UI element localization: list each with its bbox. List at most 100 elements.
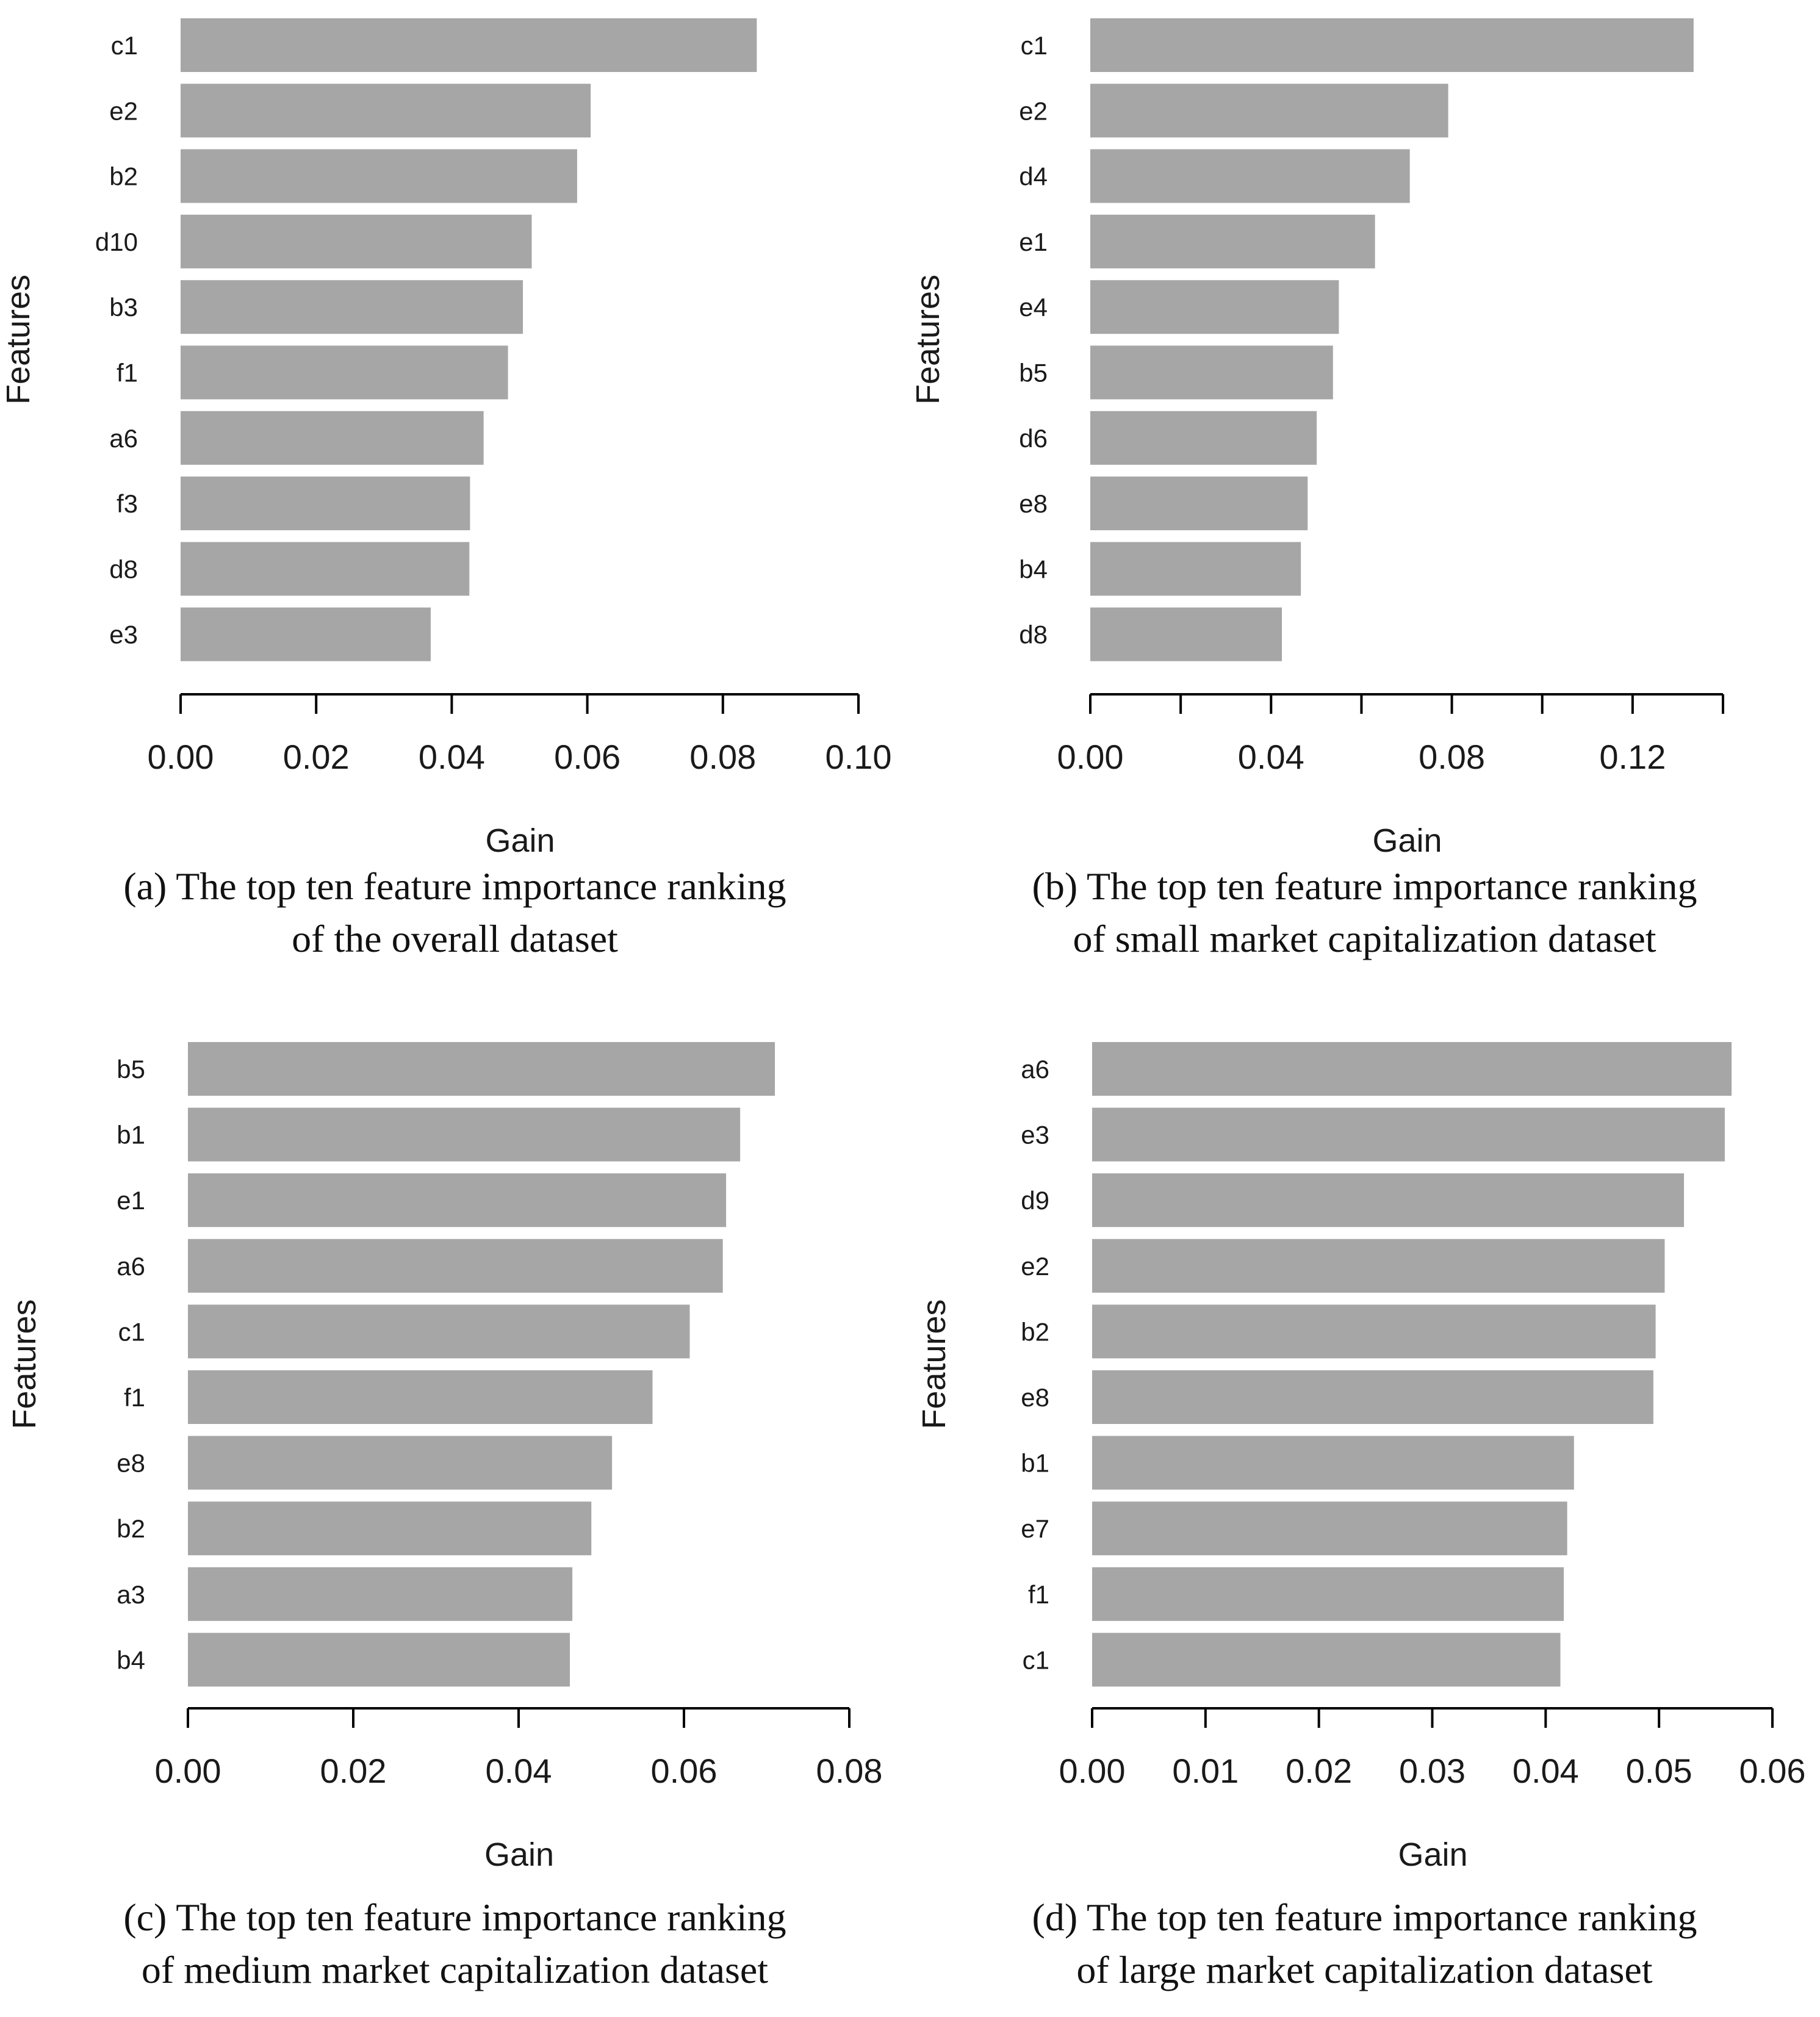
bar-a6	[181, 411, 484, 465]
bar-b5	[188, 1042, 775, 1096]
bar-a3	[188, 1567, 573, 1621]
x-tick-label: 0.08	[689, 738, 756, 776]
x-tick-label: 0.03	[1399, 1752, 1466, 1790]
bar-chart-d: a6 e3 d9 e2 b2 e8 b1 e7 f1 c1 0.00 0.01 0.02 0.03 0.04…	[916, 1042, 1806, 1873]
category-label: a6	[117, 1252, 145, 1281]
caption-d-line1: (d) The top ten feature importance ranki…	[1032, 1896, 1697, 1939]
x-tick-label: 0.04	[1512, 1752, 1579, 1790]
bar-d4	[1090, 149, 1410, 203]
bar-b4	[1090, 542, 1301, 596]
category-label: b5	[1019, 359, 1048, 387]
x-tick-label: 0.12	[1599, 738, 1666, 776]
category-label: e8	[117, 1449, 145, 1478]
category-label: e3	[1021, 1121, 1049, 1149]
bar-e8	[1090, 476, 1308, 531]
bar-f1	[1092, 1567, 1564, 1621]
bar-e8	[1092, 1370, 1653, 1424]
bar-f1	[188, 1370, 653, 1424]
bar-b2	[1092, 1304, 1656, 1359]
category-label: b5	[117, 1055, 145, 1084]
x-tick-label: 0.04	[419, 738, 485, 776]
bar-e8	[188, 1436, 613, 1490]
x-tick-label: 0.08	[1419, 738, 1485, 776]
category-label: e8	[1021, 1383, 1049, 1412]
x-tick-label: 0.06	[651, 1752, 718, 1790]
caption-b: (b) The top ten feature importance ranki…	[910, 860, 1819, 965]
category-label: f1	[124, 1383, 145, 1412]
x-tick-label: 0.02	[1286, 1752, 1352, 1790]
bar-b4	[188, 1633, 570, 1687]
bar-chart-a: c1 e2 b2 d10 b3 f1 a6 f3 d8 e3 0.00 0.02 0.04 0.06 0.0…	[0, 18, 892, 854]
category-label: e2	[1019, 96, 1048, 125]
category-label: d4	[1019, 162, 1048, 191]
chart-panel-c: b5 b1 e1 a6 c1 f1 e8 b2 a3 b4 0.00 0.02 0.04 0.06 0.08…	[0, 1025, 910, 1991]
category-label: e2	[1021, 1252, 1049, 1281]
bar-b3	[181, 280, 523, 334]
category-label: f3	[117, 489, 138, 518]
x-axis-title: Gain	[484, 1836, 554, 1873]
category-label: b3	[109, 293, 138, 322]
chart-panel-a: c1 e2 b2 d10 b3 f1 a6 f3 d8 e3 0.00 0.02 0.04 0.06 0.0…	[0, 0, 910, 960]
category-label: e8	[1019, 489, 1048, 518]
category-label: f1	[117, 359, 138, 387]
category-label: a6	[1021, 1055, 1049, 1084]
bar-b1	[188, 1107, 741, 1162]
bar-d6	[1090, 411, 1317, 465]
x-tick-label: 0.04	[486, 1752, 552, 1790]
category-label: c1	[111, 31, 138, 60]
category-label: b2	[117, 1514, 145, 1543]
bar-e3	[1092, 1107, 1725, 1162]
chart-panel-b: c1 e2 d4 e1 e4 b5 d6 e8 b4 d8 0.00 0.04 0.08 0.12 Gain…	[910, 0, 1819, 960]
y-axis-title: Features	[916, 1299, 952, 1429]
bar-b5	[1090, 345, 1333, 400]
caption-c-line2: of medium market capitalization dataset	[141, 1948, 769, 1991]
bar-e3	[181, 607, 431, 661]
category-label: c1	[1023, 1645, 1049, 1674]
category-label: c1	[118, 1317, 145, 1346]
bar-e2	[1092, 1239, 1665, 1293]
bar-e4	[1090, 280, 1339, 334]
caption-c-line1: (c) The top ten feature importance ranki…	[123, 1896, 786, 1939]
bar-f1	[181, 345, 508, 400]
category-label: b1	[1021, 1449, 1049, 1478]
bar-e2	[181, 84, 591, 138]
bar-f3	[181, 476, 470, 531]
caption-c: (c) The top ten feature importance ranki…	[0, 1891, 910, 1996]
bar-c1	[1092, 1633, 1561, 1687]
category-label: e3	[109, 620, 138, 649]
caption-a-line2: of the overall dataset	[292, 917, 618, 960]
caption-b-line2: of small market capitalization dataset	[1073, 917, 1656, 960]
x-tick-label: 0.06	[1739, 1752, 1806, 1790]
x-tick-label: 0.00	[1059, 1752, 1126, 1790]
category-label: d8	[109, 555, 138, 583]
category-label: e1	[1019, 228, 1048, 256]
bar-a6	[188, 1239, 723, 1293]
x-tick-label: 0.01	[1172, 1752, 1239, 1790]
caption-a-line1: (a) The top ten feature importance ranki…	[123, 865, 786, 908]
category-label: b2	[109, 162, 138, 191]
bar-d9	[1092, 1173, 1685, 1228]
caption-d-line2: of large market capitalization dataset	[1076, 1948, 1653, 1991]
x-tick-label: 0.06	[554, 738, 620, 776]
x-axis-title: Gain	[1398, 1836, 1467, 1873]
x-tick-label: 0.05	[1626, 1752, 1692, 1790]
bar-c1	[1090, 18, 1694, 72]
bar-c1	[181, 18, 757, 72]
y-axis-title: Features	[910, 275, 946, 404]
category-label: b1	[117, 1121, 145, 1149]
bar-chart-c: b5 b1 e1 a6 c1 f1 e8 b2 a3 b4 0.00 0.02 0.04 0.06 0.08…	[6, 1042, 883, 1873]
x-tick-label: 0.08	[816, 1752, 883, 1790]
bar-d8	[1090, 607, 1282, 661]
x-tick-label: 0.02	[320, 1752, 387, 1790]
x-tick-label: 0.00	[155, 1752, 221, 1790]
category-label: d9	[1021, 1186, 1049, 1215]
bar-d8	[181, 542, 470, 596]
bar-d10	[181, 214, 532, 268]
bar-a6	[1092, 1042, 1732, 1096]
x-axis-title: Gain	[1372, 822, 1442, 854]
bar-e2	[1090, 84, 1448, 138]
x-tick-label: 0.02	[283, 738, 350, 776]
caption-a: (a) The top ten feature importance ranki…	[0, 860, 910, 965]
bar-e1	[1090, 214, 1375, 268]
bar-chart-b: c1 e2 d4 e1 e4 b5 d6 e8 b4 d8 0.00 0.04 0.08 0.12 Gain…	[910, 18, 1724, 854]
